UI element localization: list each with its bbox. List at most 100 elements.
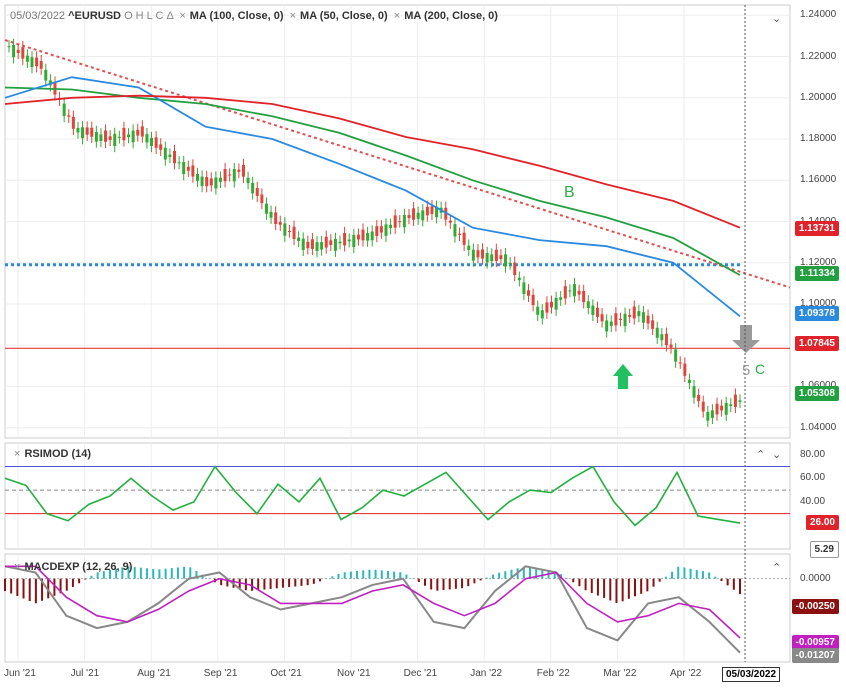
price-tick-label: 1.22000 xyxy=(800,50,837,62)
price-candle xyxy=(609,321,613,326)
price-candle xyxy=(370,231,374,241)
rsi-tag-level: 26.00 xyxy=(805,515,839,530)
price-tick-label: 1.20000 xyxy=(800,91,837,103)
price-candle xyxy=(205,176,209,187)
price-candle xyxy=(127,134,131,138)
legend-symbol: ^EURUSD xyxy=(68,10,121,22)
price-candle xyxy=(122,127,126,141)
price-candle xyxy=(343,233,347,246)
price-tag-ma100: 1.11334 xyxy=(795,266,839,281)
price-candle xyxy=(398,221,402,223)
price-candle xyxy=(182,161,186,175)
price-candle xyxy=(232,169,236,182)
price-candle xyxy=(94,132,98,142)
price-candle xyxy=(522,282,526,295)
price-candle xyxy=(71,116,75,129)
price-candle xyxy=(108,136,112,140)
price-candle xyxy=(412,208,416,220)
price-candle xyxy=(531,294,535,306)
price-candle xyxy=(687,379,691,384)
price-candle xyxy=(274,212,278,224)
chevron-down-icon[interactable]: ⌄ xyxy=(772,449,782,461)
price-candle xyxy=(104,130,108,142)
chevron-down-icon[interactable]: ⌄ xyxy=(772,13,782,25)
price-candle xyxy=(545,302,549,313)
price-candle xyxy=(163,147,167,160)
price-tick-label: 1.10000 xyxy=(800,297,837,309)
price-candle xyxy=(62,103,66,116)
price-candle xyxy=(453,224,457,237)
price-candle xyxy=(113,133,117,147)
price-candle xyxy=(21,47,25,59)
price-candle xyxy=(223,169,227,182)
price-candle xyxy=(269,211,273,218)
remove-macd-icon[interactable]: × xyxy=(14,561,21,573)
price-candle xyxy=(467,245,471,250)
price-candle xyxy=(481,249,485,259)
ma200-line xyxy=(4,94,741,229)
price-tick-label: 1.24000 xyxy=(800,9,837,21)
legend-ohlc: O H L C Δ xyxy=(124,10,174,22)
price-candle xyxy=(246,177,250,184)
price-candle xyxy=(623,313,627,327)
price-candle xyxy=(25,55,29,62)
price-candle xyxy=(504,254,508,267)
chevron-up-icon[interactable]: ⌃ xyxy=(756,449,766,461)
price-candle xyxy=(646,315,650,324)
price-tag-ma50: 1.09378 xyxy=(794,306,839,321)
price-candle xyxy=(471,249,475,261)
price-candle xyxy=(195,174,199,181)
price-candle xyxy=(595,307,599,317)
price-candle xyxy=(251,182,255,194)
price-candle xyxy=(306,241,310,249)
macd-signal-line xyxy=(5,565,741,639)
price-candle xyxy=(421,210,425,221)
rsi-tick-label: 40.00 xyxy=(800,495,826,507)
price-candle xyxy=(651,320,655,329)
macd-title: MACDEXP (12, 26, 9) xyxy=(24,561,133,573)
price-candle xyxy=(12,45,16,58)
main-legend: 05/03/2022 ^EURUSD O H L C Δ × MA (100, C… xyxy=(10,10,498,22)
price-candle xyxy=(30,57,34,68)
price-candle xyxy=(448,220,452,223)
legend-study-2: MA (50, Close, 0) xyxy=(300,10,388,22)
chevron-up-icon[interactable]: ⌃ xyxy=(772,562,782,574)
rsi-line xyxy=(4,465,741,527)
price-candle xyxy=(733,394,737,408)
price-candle xyxy=(559,297,563,300)
price-candle xyxy=(641,312,645,323)
price-candle xyxy=(435,206,439,218)
legend-study-1: MA (100, Close, 0) xyxy=(189,10,284,22)
price-candle xyxy=(416,212,420,219)
price-candle xyxy=(563,286,567,299)
price-candle xyxy=(591,305,595,316)
remove-study-icon[interactable]: × xyxy=(393,10,401,22)
price-candle xyxy=(577,290,581,295)
legend-date: 05/03/2022 xyxy=(10,10,66,22)
price-candle xyxy=(90,127,94,137)
price-candle xyxy=(462,232,466,245)
price-candle xyxy=(76,128,80,133)
price-candle xyxy=(209,178,213,186)
price-candle xyxy=(664,333,668,346)
price-candle xyxy=(44,69,48,81)
price-candle xyxy=(513,262,517,275)
price-candle xyxy=(393,215,397,228)
price-candle xyxy=(356,234,360,240)
price-candle xyxy=(389,224,393,229)
remove-study-icon[interactable]: × xyxy=(289,10,297,22)
price-candle xyxy=(550,301,554,308)
rsi-tag-value: 5.29 xyxy=(809,541,839,558)
price-candle xyxy=(292,226,296,240)
ma100-line xyxy=(4,86,741,276)
price-candle xyxy=(35,57,39,67)
price-candle xyxy=(177,162,181,164)
date-tick-label: Dec '21 xyxy=(403,668,438,679)
price-candle xyxy=(572,284,576,297)
remove-rsi-icon[interactable]: × xyxy=(14,448,21,460)
price-candle xyxy=(260,194,264,203)
remove-study-icon[interactable]: × xyxy=(179,10,186,22)
price-candle xyxy=(710,410,714,418)
ma50-line xyxy=(4,76,741,318)
